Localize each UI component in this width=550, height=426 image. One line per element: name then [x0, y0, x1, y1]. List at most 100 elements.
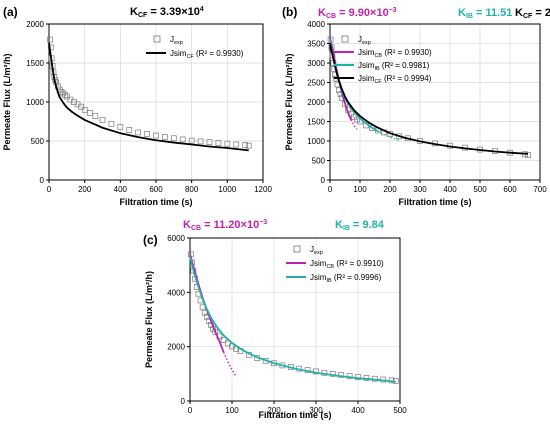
- y-tick-label: 2000: [26, 20, 44, 29]
- header-constant-2: KCF = 2.01×104: [515, 7, 550, 20]
- series-line-jsim-cf: [48, 42, 249, 152]
- legend: Jexp JsimCB (R² = 0.9910) JsimIB (R² = 0.9…: [286, 245, 384, 284]
- x-axis-label: Filtration time (s): [119, 197, 192, 207]
- data-point: [58, 89, 65, 95]
- x-tick-label: 0: [188, 406, 193, 415]
- data-point: [170, 135, 177, 142]
- data-point: [62, 92, 68, 98]
- data-point: [212, 328, 219, 335]
- header-constant-0: KCF = 3.39×104: [130, 6, 204, 19]
- x-tick-label: 1200: [254, 185, 272, 194]
- x-tick-label: 300: [413, 185, 427, 194]
- data-point: [242, 142, 249, 148]
- x-tick-label: 400: [351, 406, 365, 415]
- panel-label: (b): [282, 5, 297, 19]
- series-line-jsim-cb-ext: [350, 119, 358, 130]
- x-tick-label: 200: [267, 406, 281, 415]
- y-tick-label: 1500: [26, 59, 44, 68]
- y-tick-label: 0: [181, 397, 186, 406]
- data-point: [126, 127, 133, 133]
- x-tick-label: 200: [383, 185, 397, 194]
- data-point: [369, 125, 375, 131]
- y-tick-label: 2000: [307, 98, 325, 107]
- y-tick-label: 1000: [26, 98, 44, 107]
- header-constant-0: KCB = 11.20×10−3: [183, 219, 267, 232]
- data-point: [108, 120, 115, 127]
- y-tick-label: 4000: [167, 288, 185, 297]
- legend-label: JsimCB (R² = 0.9930): [358, 48, 432, 59]
- legend: Jexp JsimCF (R² = 0.9930): [146, 35, 244, 60]
- data-point: [197, 138, 204, 145]
- x-tick-label: 200: [78, 185, 92, 194]
- legend-label: Jexp: [310, 245, 323, 256]
- data-point: [338, 372, 345, 378]
- legend-label: JsimCF (R² = 0.9994): [358, 74, 432, 85]
- header-constant-0: KCB = 9.90×10−3: [318, 7, 397, 20]
- series-jexp: [47, 36, 252, 149]
- x-tick-label: 100: [225, 406, 239, 415]
- x-tick-label: 800: [185, 185, 199, 194]
- legend: Jexp JsimCB (R² = 0.9930) JsimIB (R² = 0.9…: [334, 35, 432, 85]
- panels: 0 200 400 600 800 1000 12000500100015002000Fil…: [2, 5, 550, 420]
- y-tick-label: 500: [312, 157, 326, 166]
- x-tick-label: 0: [47, 185, 52, 194]
- data-point: [63, 93, 70, 100]
- y-tick-label: 3000: [307, 59, 325, 68]
- x-tick-label: 100: [353, 185, 367, 194]
- series-line-jsim-ib: [189, 256, 396, 383]
- series-line-jsim-cb-ext: [222, 351, 237, 377]
- data-point: [245, 142, 252, 149]
- panel-label: (a): [3, 5, 18, 19]
- x-tick-label: 700: [533, 185, 547, 194]
- series-line-jsim-cb: [189, 254, 225, 353]
- data-point: [99, 117, 106, 123]
- y-axis-label: Permeate Flux (L/m²/h): [284, 53, 294, 150]
- data-point: [220, 337, 227, 343]
- data-point: [144, 131, 150, 137]
- data-point: [188, 137, 195, 144]
- data-point: [179, 136, 186, 143]
- legend-label: JsimCF (R² = 0.9930): [170, 49, 244, 60]
- data-point: [215, 140, 222, 146]
- y-tick-label: 1000: [307, 137, 325, 146]
- y-tick-label: 2000: [167, 343, 185, 352]
- data-point: [153, 132, 159, 139]
- legend-marker: [153, 35, 161, 43]
- data-point: [78, 103, 84, 110]
- x-axis-label: Filtration time (s): [258, 410, 331, 420]
- legend-label: JsimIB (R² = 0.9981): [358, 61, 430, 72]
- y-tick-label: 3500: [307, 40, 325, 49]
- legend-label: JsimIB (R² = 0.9996): [310, 273, 382, 284]
- y-axis-label: Permeate Flux (L/m²/h): [144, 271, 154, 368]
- legend-marker: [293, 245, 301, 253]
- x-tick-label: 400: [443, 185, 457, 194]
- header-constant-1: KIB = 11.51: [458, 7, 512, 20]
- data-point: [525, 152, 531, 158]
- x-axis-label: Filtration time (s): [398, 197, 471, 207]
- x-tick-label: 500: [473, 185, 487, 194]
- panel-a: 0 200 400 600 800 1000 1200 0 500 1000 1500 2000 Fil…: [2, 5, 272, 207]
- data-point: [81, 106, 88, 113]
- x-tick-label: 600: [149, 185, 163, 194]
- y-tick-label: 1500: [307, 118, 325, 127]
- data-point: [60, 90, 67, 97]
- panel-c: 0 100 200 300 400 500 0 2000 4000 6000 Filtration …: [143, 219, 407, 420]
- header-constant-1: KIB = 9.84: [335, 219, 385, 232]
- y-axis-label: Permeate Flux (L/m²/h): [2, 53, 12, 150]
- series-line-jsim-cf: [329, 43, 529, 155]
- data-point: [206, 139, 213, 146]
- series-line-jsim-ib-ext: [377, 130, 401, 142]
- data-point: [329, 370, 336, 377]
- data-point: [354, 116, 360, 123]
- x-tick-label: 0: [328, 185, 333, 194]
- data-point: [162, 134, 168, 140]
- data-point: [87, 110, 93, 116]
- x-tick-label: 300: [309, 406, 323, 415]
- data-point: [224, 140, 231, 147]
- x-tick-label: 400: [114, 185, 128, 194]
- data-point: [117, 124, 124, 130]
- legend-label: Jexp: [358, 35, 371, 46]
- panel-label: (c): [143, 233, 158, 247]
- y-tick-label: 6000: [167, 234, 185, 243]
